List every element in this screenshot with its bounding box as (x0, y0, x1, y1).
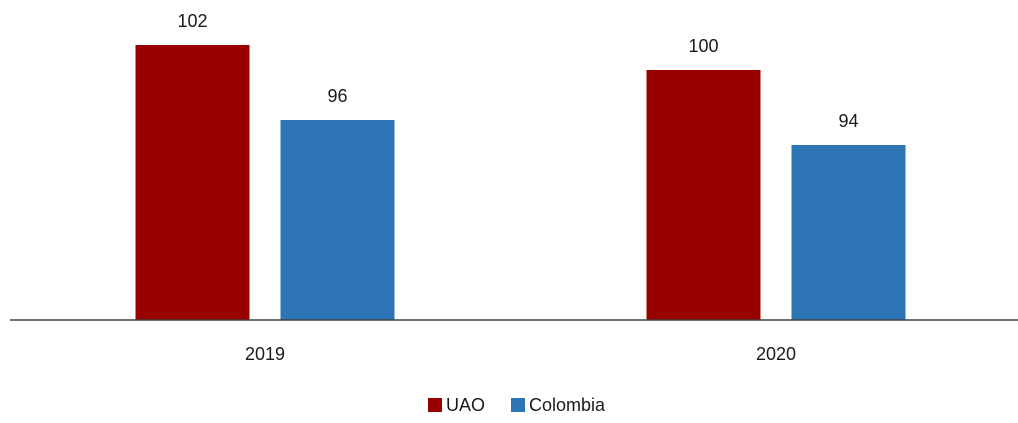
legend-swatch-uao (428, 398, 442, 412)
x-tick-label-2020: 2020 (756, 344, 796, 364)
bar-colombia-2019 (280, 120, 395, 320)
x-tick-label-2019: 2019 (245, 344, 285, 364)
bars-layer (135, 45, 906, 320)
bar-colombia-2020 (791, 145, 906, 320)
legend-label-colombia: Colombia (529, 395, 606, 415)
bar-uao-2020 (646, 70, 761, 320)
data-label-colombia-2020: 94 (838, 111, 858, 131)
data-label-uao-2019: 102 (177, 11, 207, 31)
data-label-uao-2020: 100 (688, 36, 718, 56)
data-label-colombia-2019: 96 (327, 86, 347, 106)
legend-label-uao: UAO (446, 395, 485, 415)
x-tick-labels-layer: 2019 2020 (245, 344, 796, 364)
bar-uao-2019 (135, 45, 250, 320)
data-labels-layer: 102 96 100 94 (177, 11, 858, 131)
legend: UAO Colombia (428, 395, 606, 415)
legend-swatch-colombia (511, 398, 525, 412)
